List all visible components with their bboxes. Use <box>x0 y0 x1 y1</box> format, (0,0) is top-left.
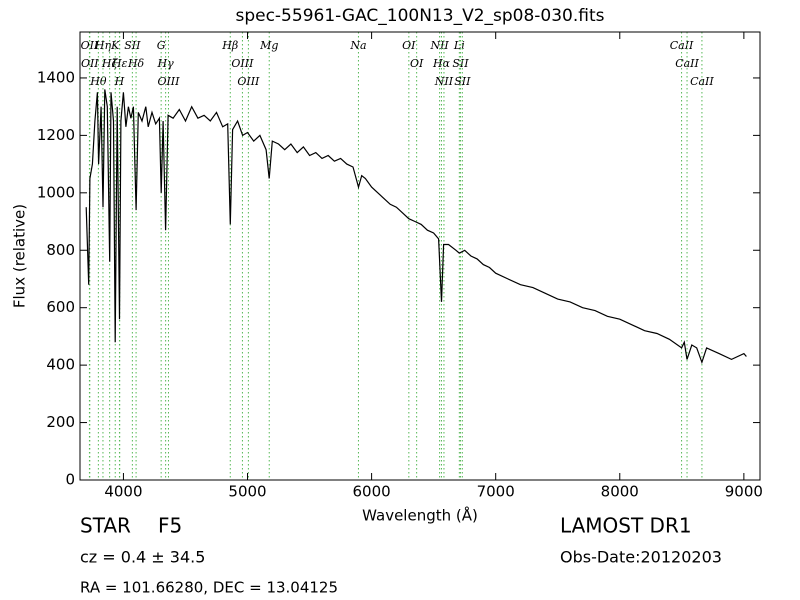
y-axis-label: Flux (relative) <box>11 204 29 308</box>
spectral-line-label: Hβ <box>221 39 238 52</box>
plot-frame <box>79 31 761 481</box>
x-tick-label: 9000 <box>725 483 763 501</box>
survey: LAMOST DR1 <box>560 514 692 538</box>
spectral-class: F5 <box>158 514 182 538</box>
y-tick-label: 1400 <box>37 68 75 86</box>
redshift: cz = 0.4 ± 34.5 <box>80 548 205 567</box>
spectral-line-label: Hδ <box>127 57 145 70</box>
x-tick-label: 7000 <box>477 483 515 501</box>
spectral-line-label: G <box>157 39 166 52</box>
spectral-line-label: OIII <box>231 57 254 70</box>
y-tick-label: 1000 <box>37 183 75 201</box>
chart-title: spec-55961-GAC_100N13_V2_sp08-030.fits <box>235 6 604 26</box>
spectrum-line <box>85 89 747 365</box>
x-tick-label: 4000 <box>104 483 142 501</box>
spectral-line-label: K <box>110 39 120 52</box>
spectral-line-label: NII <box>434 75 454 88</box>
obs-date: Obs-Date:20120203 <box>560 548 722 567</box>
spectral-line-label: Hθ <box>89 75 107 88</box>
spectral-line-label: Hζ <box>101 57 119 70</box>
y-tick-label: 800 <box>46 241 75 259</box>
y-tick-label: 1200 <box>37 126 75 144</box>
spectral-line-label: SII <box>454 75 471 88</box>
x-tick-label: 8000 <box>601 483 639 501</box>
spectral-line-label: Na <box>349 39 366 52</box>
spectral-line-label: OII <box>81 57 99 70</box>
y-tick-label: 200 <box>46 413 75 431</box>
x-tick-label: 6000 <box>353 483 391 501</box>
spectral-line-label: Hα <box>432 57 451 70</box>
spectral-line-label: Mg <box>259 39 278 52</box>
spectral-line-label: Hε <box>111 57 128 70</box>
x-axis-label: Wavelength (Å) <box>362 506 478 525</box>
spectral-line-label: CaII <box>670 39 694 52</box>
object-type: STAR <box>80 514 131 538</box>
y-tick-label: 400 <box>46 356 75 374</box>
spectral-line-label: OI <box>410 57 424 70</box>
spectral-line-label: Hγ <box>157 57 175 70</box>
spectral-line-label: OI <box>402 39 416 52</box>
spectral-line-label: SII <box>452 57 469 70</box>
spectral-line-label: CaII <box>690 75 714 88</box>
spectral-line-label: Hη <box>94 39 112 52</box>
spectral-line-label: Li <box>453 39 465 52</box>
spectral-line-label: OIII <box>237 75 260 88</box>
y-tick-label: 0 <box>65 471 75 489</box>
coordinates: RA = 101.66280, DEC = 13.04125 <box>80 579 338 597</box>
spectral-line-label: H <box>114 75 125 88</box>
x-tick-label: 5000 <box>228 483 266 501</box>
spectral-line-label: NII <box>429 39 449 52</box>
spectral-line-label: CaII <box>675 57 699 70</box>
spectral-line-label: OIII <box>157 75 180 88</box>
y-tick-label: 600 <box>46 298 75 316</box>
spectral-line-label: SII <box>124 39 141 52</box>
